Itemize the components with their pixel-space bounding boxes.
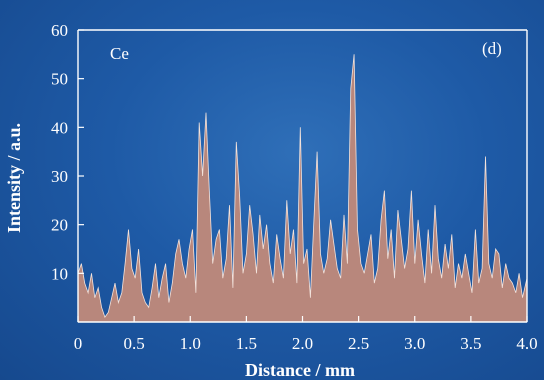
x-tick-label: 2.5 bbox=[348, 334, 369, 353]
x-tick-label: 0.5 bbox=[124, 334, 145, 353]
series-area bbox=[77, 54, 528, 323]
x-tick-label: 3.0 bbox=[404, 334, 425, 353]
x-tick-label: 1.5 bbox=[236, 334, 257, 353]
x-tick-label: 0 bbox=[74, 334, 83, 353]
y-ticks: 10 20 30 40 50 60 bbox=[51, 21, 84, 283]
x-ticks: 0 0.5 1.0 1.5 2.0 2.5 3.0 3.5 4.0 bbox=[74, 316, 538, 353]
x-axis-title: Distance / mm bbox=[245, 360, 355, 380]
panel-label: (d) bbox=[482, 39, 502, 58]
x-tick-label: 4.0 bbox=[516, 334, 537, 353]
y-tick-label: 60 bbox=[51, 21, 68, 40]
y-axis-title: Intensity / a.u. bbox=[4, 123, 24, 233]
y-tick-label: 40 bbox=[51, 118, 68, 137]
x-tick-label: 1.0 bbox=[180, 334, 201, 353]
y-tick-label: 30 bbox=[51, 167, 68, 186]
plot-area bbox=[77, 29, 528, 323]
y-tick-label: 50 bbox=[51, 70, 68, 89]
x-tick-label: 3.5 bbox=[460, 334, 481, 353]
y-tick-label: 10 bbox=[51, 264, 68, 283]
y-tick-label: 20 bbox=[51, 216, 68, 235]
x-tick-label: 2.0 bbox=[292, 334, 313, 353]
element-label: Ce bbox=[110, 44, 129, 63]
